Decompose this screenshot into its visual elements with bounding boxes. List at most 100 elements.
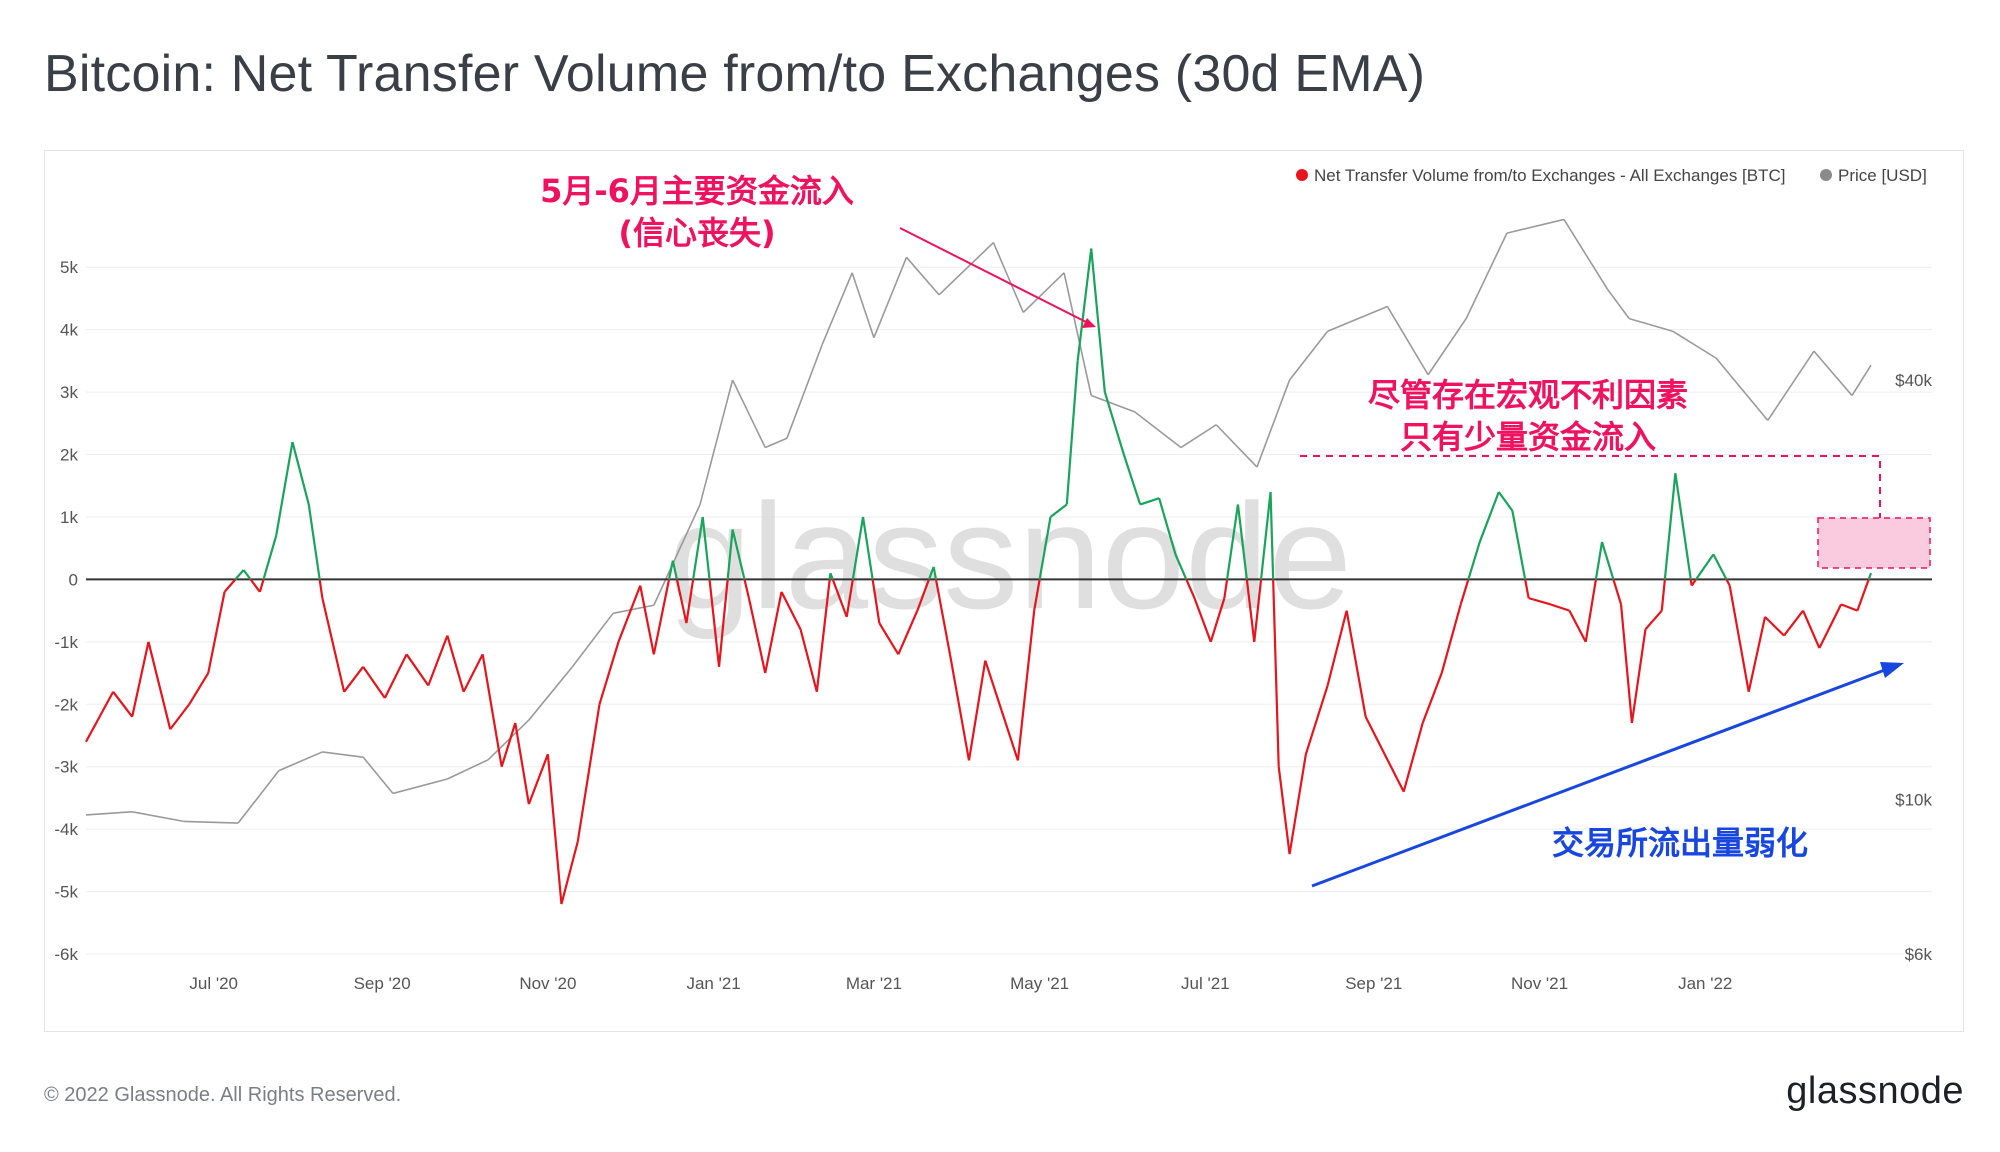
price-segment [1851,364,1872,396]
y-tick-label: 0 [69,570,78,589]
price-segment [392,778,448,795]
price-axis-ticks: $40k $10k $6k [1895,371,1932,964]
annotation-dashed-bracket [1300,455,1881,518]
netflow-segment [1122,454,1142,505]
netflow-segment [799,629,818,693]
y-axis-ticks: 5k 4k 3k 2k 1k 0 -1k -2k -3k -4k -5k -6k [54,258,78,964]
y-tick-label: 5k [60,258,78,277]
netflow-segment [1223,579,1229,599]
netflow-segment [1712,553,1728,580]
netflow-segment [1690,578,1697,587]
annotation-top-arrowhead [1082,318,1096,328]
netflow-segment [1802,610,1821,649]
netflow-segment [934,579,952,655]
netflow-segment [1277,766,1291,855]
netflow-segment [685,579,695,624]
price-segment [612,604,654,615]
netflow-segment [1728,585,1750,692]
price-segment [821,272,853,345]
netflow-segment [1660,579,1666,611]
netflow-segment [598,641,620,705]
price-segment [1256,379,1291,468]
netflow-segment [932,566,938,580]
netflow-segment [1511,510,1527,580]
annotation-right-line1: 尽管存在宏观不利因素 [1368,376,1688,414]
netflow-segment [275,441,294,536]
netflow-segment [948,654,971,761]
netflow-segment [1840,603,1858,612]
netflow-segment [1209,597,1226,643]
price-series [85,218,1872,824]
netflow-segment [318,579,324,599]
netflow-segment [726,529,734,580]
price-segment [699,379,734,505]
annotations: 5月-6月主要资金流入 (信心丧失) 尽管存在宏观不利因素 只有少量资金流入 交… [540,172,1931,888]
netflow-segment [405,653,430,687]
price-segment [1427,318,1467,376]
price-segment [132,811,184,823]
netflow-segment [871,579,881,624]
netflow-segment [1600,541,1615,580]
netflow-segment [1345,610,1367,717]
price-segment [571,612,614,668]
netflow-segment [383,653,408,699]
netflow-segment [1550,603,1570,612]
netflow-segment [1326,610,1348,686]
netflow-segment [764,591,783,674]
x-tick-label: Jan '22 [1678,974,1732,993]
netflow-segment [112,691,134,718]
netflow-segment [1421,672,1443,724]
x-tick-label: Mar '21 [846,974,902,993]
netflow-segment [1568,610,1587,643]
price-segment [1022,272,1065,314]
netflow-segment [717,579,729,667]
price-segment [1215,424,1258,468]
netflow-segment [85,691,115,743]
netflow-segment [321,597,346,693]
netflow-segment [1695,553,1715,581]
netflow-segment [560,841,579,905]
netflow-segment [427,635,449,686]
netflow-segment [1090,248,1106,393]
netflow-segment [1288,754,1307,855]
netflow-segment [667,560,674,580]
x-tick-label: Jul '21 [1181,974,1230,993]
netflow-segment [207,591,226,674]
netflow-segment [242,569,252,581]
netflow-segment [1402,722,1424,792]
netflow-segment [500,722,517,768]
price-segment [851,272,875,338]
netflow-segment [1764,616,1785,637]
netflow-segment [675,579,688,624]
x-tick-label: Jul '20 [189,974,238,993]
netflow-segment [514,722,530,805]
netflow-segment [1038,516,1052,580]
netflow-segment [701,516,711,580]
price-segment [1563,219,1609,290]
price-segment [992,242,1025,313]
annotation-bottom: 交易所流出量弱化 [1552,824,1808,862]
price-segment [786,344,824,439]
price-segment [1180,424,1217,449]
netflow-segment [747,597,767,674]
price-segment [322,751,364,758]
netflow-segment [927,566,935,580]
x-tick-label: Nov '20 [519,974,576,993]
price-segment [1288,330,1329,381]
netflow-segment [446,635,465,693]
y-tick-label: -5k [54,883,78,902]
price-segment [1606,288,1630,320]
netflow-segment [1478,491,1500,543]
price-segment [85,810,133,816]
netflow-segment [897,610,919,655]
netflow-segment [1065,360,1079,505]
price-segment [1386,306,1429,376]
netflow-segment [1158,497,1177,555]
net-flow-series [85,248,1873,905]
netflow-segment [1584,579,1597,643]
y-tick-label: 3k [60,383,78,402]
netflow-segment [1612,579,1623,605]
netflow-segment [1225,504,1240,580]
legend-label-netflow: Net Transfer Volume from/to Exchanges - … [1314,166,1785,185]
price-segment [1813,350,1853,397]
